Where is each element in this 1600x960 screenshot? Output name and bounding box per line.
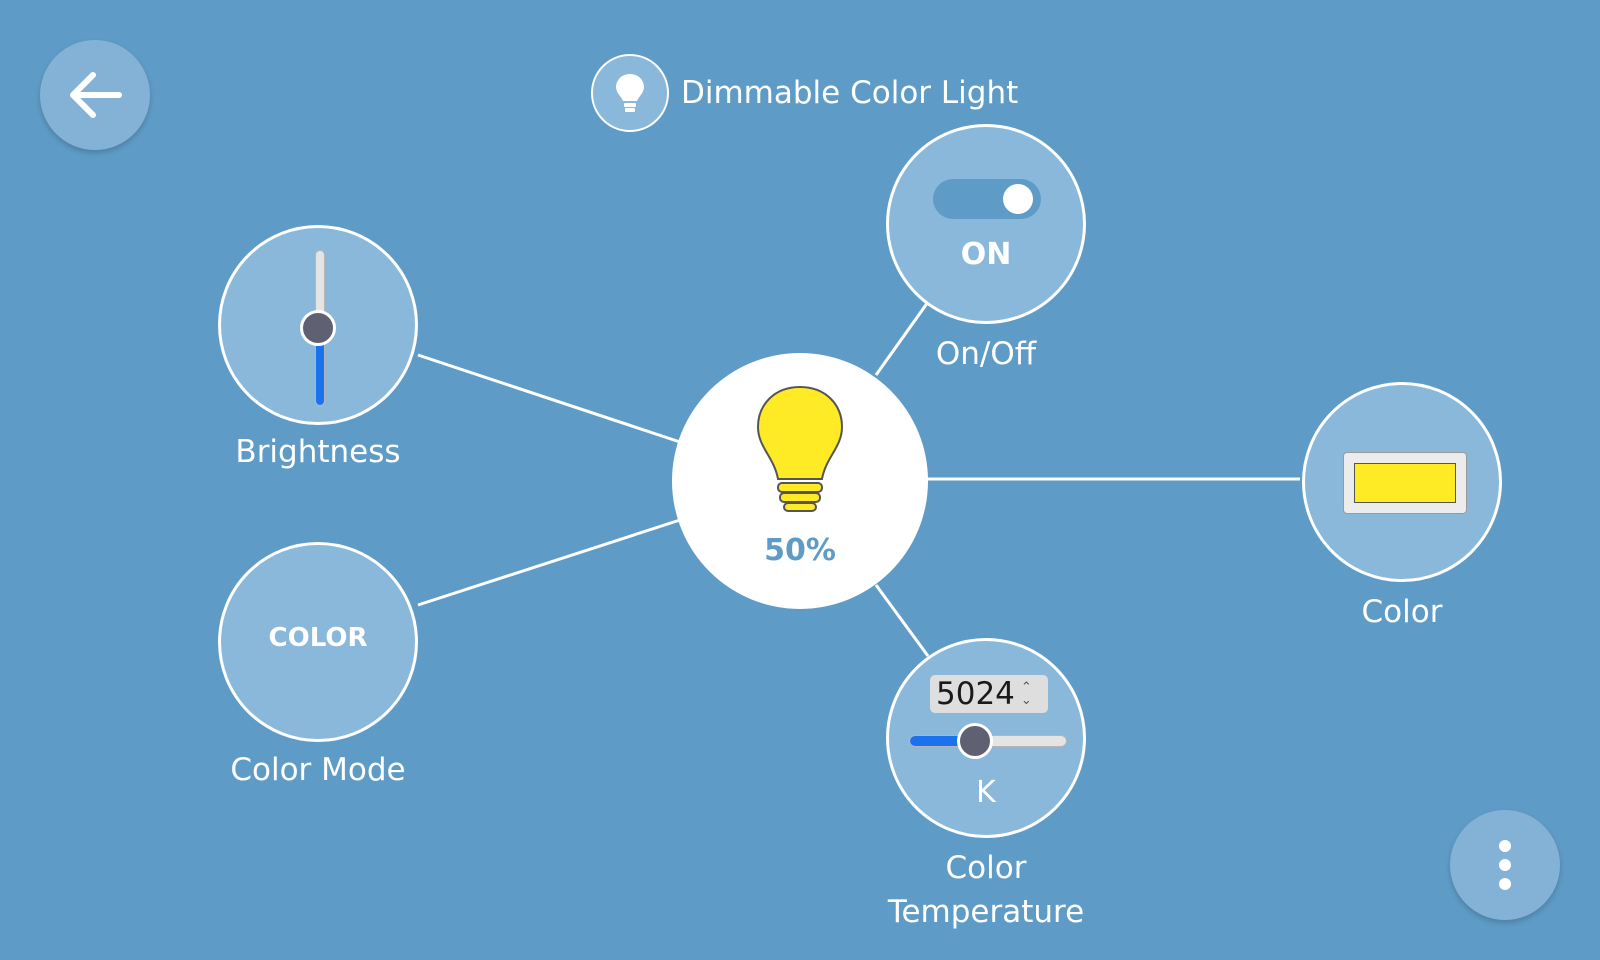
- on-off-label: On/Off: [935, 336, 1037, 372]
- color-label: Color: [1361, 594, 1443, 630]
- bulb-icon: [616, 74, 644, 112]
- power-toggle[interactable]: [933, 179, 1041, 219]
- color-temperature-value: 5024: [936, 676, 1015, 712]
- brightness-slider-knob[interactable]: [300, 310, 336, 346]
- brightness-node[interactable]: [218, 225, 418, 425]
- back-button[interactable]: [40, 40, 150, 150]
- color-temperature-node[interactable]: 5024 ⌃ ⌄ K: [886, 638, 1086, 838]
- color-temperature-label-line2: Temperature: [887, 894, 1085, 930]
- device-icon-badge: [591, 54, 669, 132]
- color-swatch-button[interactable]: [1343, 452, 1467, 514]
- bulb-icon: [756, 385, 844, 512]
- color-temperature-slider-knob[interactable]: [957, 723, 994, 759]
- brightness-slider-fill: [316, 328, 324, 405]
- wire-color-temperature: [874, 584, 930, 657]
- device-header: Dimmable Color Light: [591, 52, 1018, 134]
- wire-brightness: [417, 353, 681, 444]
- on-off-node[interactable]: ON: [886, 124, 1086, 324]
- device-hub[interactable]: 50%: [672, 353, 928, 609]
- wire-on-off: [874, 301, 930, 376]
- power-state: ON: [960, 237, 1012, 272]
- more-vertical-icon: [1499, 840, 1511, 890]
- color-temperature-label-line1: Color: [945, 850, 1027, 886]
- more-menu-button[interactable]: [1450, 810, 1560, 920]
- color-mode-label: Color Mode: [230, 752, 406, 788]
- color-temperature-slider-fill: [910, 736, 976, 746]
- color-temperature-input[interactable]: 5024 ⌃ ⌄: [930, 675, 1048, 713]
- arrow-left-icon: [70, 72, 122, 118]
- wire-color-mode: [417, 518, 681, 607]
- toggle-knob: [1003, 184, 1033, 214]
- page-title: Dimmable Color Light: [681, 75, 1019, 111]
- color-temperature-unit: K: [976, 775, 996, 810]
- color-mode-node[interactable]: COLOR: [218, 542, 418, 742]
- stepper-icon[interactable]: ⌃ ⌄: [1020, 680, 1032, 708]
- color-mode-value: COLOR: [268, 623, 368, 653]
- brightness-label: Brightness: [235, 434, 401, 470]
- color-temperature-label: Color Temperature: [866, 846, 1106, 934]
- color-node[interactable]: [1302, 382, 1502, 582]
- color-swatch: [1354, 463, 1456, 503]
- brightness-readout: 50%: [764, 533, 836, 568]
